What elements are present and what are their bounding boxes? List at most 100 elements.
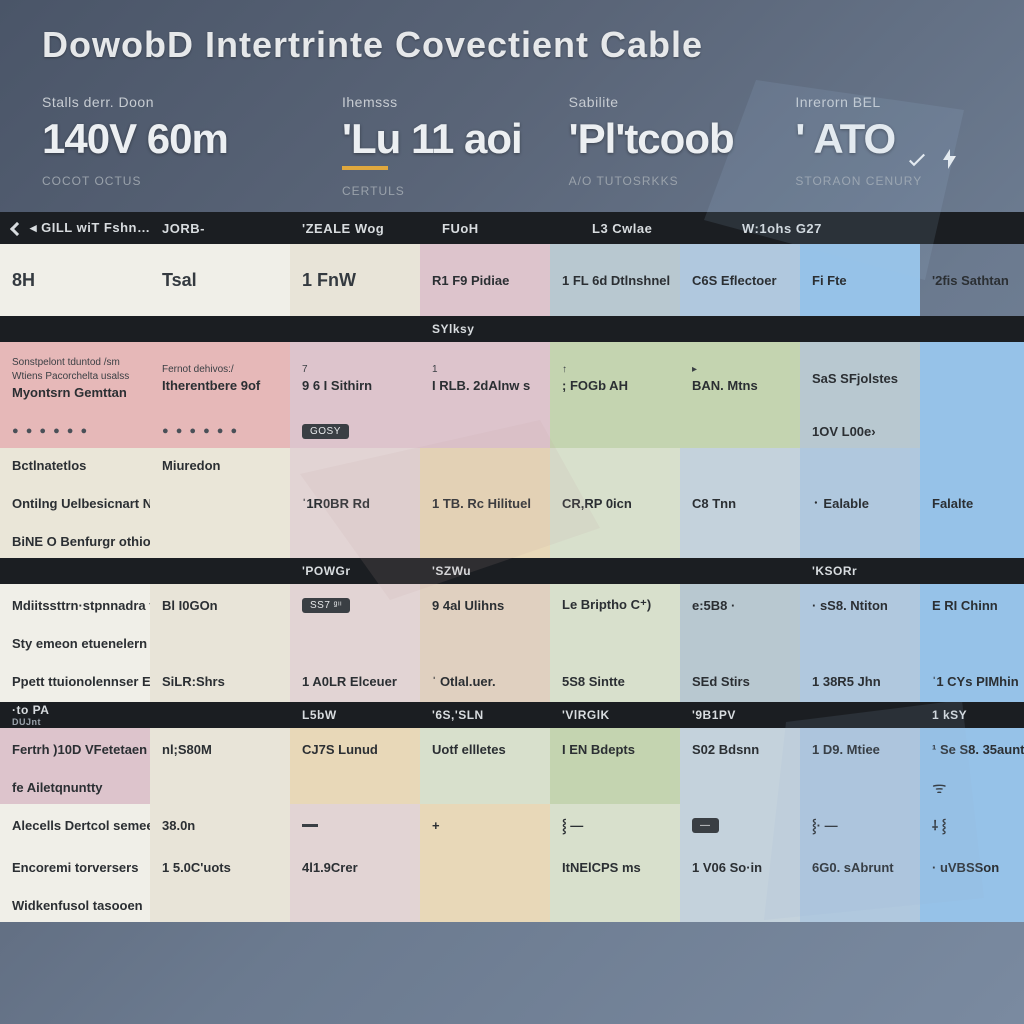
table-cell (550, 888, 680, 922)
table-cell (550, 770, 680, 804)
table-cell (800, 448, 920, 482)
table-cell: 5S8 Sintte (550, 660, 680, 702)
table-cell (920, 414, 1024, 448)
table-cell (920, 524, 1024, 558)
table-cell: 1 5.0C'uots (150, 846, 290, 888)
table-cell: 9 4al Ulihns (420, 584, 550, 626)
table-section-strip: SYlksy (0, 316, 1024, 342)
table-cell: ● ● ● ● ● ● (0, 414, 150, 448)
table-cell: 1 A0LR Elceuer (290, 660, 420, 702)
table-cell (800, 524, 920, 558)
table-cell: Encoremi torversers (0, 846, 150, 888)
table-cell (680, 626, 800, 660)
table-cell: · sS8. Ntiton (800, 584, 920, 626)
table-cell: Bctlnatetlos (0, 448, 150, 482)
header-cell: '6S,'SLN (420, 708, 550, 722)
table-cell (920, 448, 1024, 482)
table-cell: e:5B8 · (680, 584, 800, 626)
table-cell: Tsal (150, 244, 290, 316)
header-cell: ◂ GILL wiT Fshny 8G6 (0, 220, 150, 236)
table-cell (800, 626, 920, 660)
table-cell (420, 770, 550, 804)
table-cell (150, 888, 290, 922)
table-cell: 79 6 I Sithirn (290, 342, 420, 414)
table-cell: Fernot dehivos:/Itherentbere 9of (150, 342, 290, 414)
table-cell: ▸BAN. Mtns (680, 342, 800, 414)
table-cell: Widkenfusol tasooen (0, 888, 150, 922)
table-cell: Alecells Dertcol semeetwltetrutt (0, 804, 150, 846)
table-cell: 1OV L00e› (800, 414, 920, 448)
table-cell: Le Briptho C⁺) (550, 584, 680, 626)
table-cell: Sty emeon etuenelern (0, 626, 150, 660)
table-section-strip: 'POWGr'SZWu'KSORr (0, 558, 1024, 584)
table-cell (290, 626, 420, 660)
header-cell: ·to PA DUJnt (0, 703, 150, 727)
table-row: Sonstpelont tduntod /smWtiens Pacorchelt… (0, 342, 1024, 414)
table-cell: ˈ Otlal.uer. (420, 660, 550, 702)
table-cell: C6S Eflectoer (680, 244, 800, 316)
table-cell (550, 414, 680, 448)
table-cell (290, 804, 420, 846)
table-cell: Fertrh )10D VFetetaen (0, 728, 150, 770)
table-cell (150, 524, 290, 558)
table-cell: SaS SFjolstes (800, 342, 920, 414)
table-cell: '2fis Sathtan (920, 244, 1024, 316)
table-cell: 8H (0, 244, 150, 316)
table-cell: Miuredon (150, 448, 290, 482)
stat-underline (342, 166, 388, 170)
table-cell: 1 FL 6d Dtlnshnel (550, 244, 680, 316)
table-cell (150, 626, 290, 660)
table-cell (150, 482, 290, 524)
table-cell: Falalte (920, 482, 1024, 524)
stat-label: Ihemsss (342, 94, 529, 110)
table-cell (920, 626, 1024, 660)
table-cell (920, 342, 1024, 414)
table-cell: SiLR:Shrs (150, 660, 290, 702)
stat-block-0: Stalls derr. Doon 140V 60m Cocot octus (42, 94, 302, 198)
stat-label: Sabilite (569, 94, 756, 110)
header-cell: JORB- (150, 221, 290, 236)
table-cell (420, 626, 550, 660)
table-cell: I EN Bdepts (550, 728, 680, 770)
table-cell (550, 626, 680, 660)
table-cell: ⸾ — (550, 804, 680, 846)
stat-sub: Cocot octus (42, 174, 302, 188)
table-cell: CJ7S Lunud (290, 728, 420, 770)
stat-block-1: Ihemsss 'Lu 11 aoi Certuls (342, 94, 529, 198)
table-cell: Mdiitssttrn·stpnnadra fts (0, 584, 150, 626)
stat-label: Stalls derr. Doon (42, 94, 302, 110)
stat-sub: Certuls (342, 184, 529, 198)
table-cell (150, 770, 290, 804)
table-cell: ᛫ Ealable (800, 482, 920, 524)
table-cell: fe Ailetqnuntty (0, 770, 150, 804)
table-cell: R1 F9 Pidiae (420, 244, 550, 316)
table-row: Mdiitssttrn·stpnnadra ftsBl I0GOnSS7 ᵍᶦᶦ… (0, 584, 1024, 626)
table-cell: 4l1.9Crer (290, 846, 420, 888)
table-cell: ↑; FOGb AH (550, 342, 680, 414)
header-cell: 'KSORr (800, 564, 920, 578)
header-cell: 'ZEALE Wog (290, 221, 430, 236)
table-cell: Sonstpelont tduntod /smWtiens Pacorchelt… (0, 342, 150, 414)
table-cell (420, 888, 550, 922)
header-cell: L5bW (290, 708, 420, 722)
table-cell: Uotf ellletes (420, 728, 550, 770)
table-cell: 1 FnW (290, 244, 420, 316)
table-cell: SEd Stirs (680, 660, 800, 702)
table-row: Sty emeon etuenelern (0, 626, 1024, 660)
table-cell (680, 524, 800, 558)
table-cell: + (420, 804, 550, 846)
header-cell: 'VlRGlK (550, 708, 680, 722)
table-cell: E RI Chinn (920, 584, 1024, 626)
table-cell (680, 414, 800, 448)
header-cell: FUoH (430, 221, 580, 236)
table-cell: C8 Tnn (680, 482, 800, 524)
stat-value: 140V 60m (42, 118, 302, 160)
table-cell: 1 38R5 Jhn (800, 660, 920, 702)
table-cell: nl;S80M (150, 728, 290, 770)
table-cell (420, 846, 550, 888)
table-cell: ● ● ● ● ● ● (150, 414, 290, 448)
table-cell (290, 770, 420, 804)
header-cell: '9B1PV (680, 708, 800, 722)
table-cell: ItNElCPS ms (550, 846, 680, 888)
table-cell (680, 448, 800, 482)
